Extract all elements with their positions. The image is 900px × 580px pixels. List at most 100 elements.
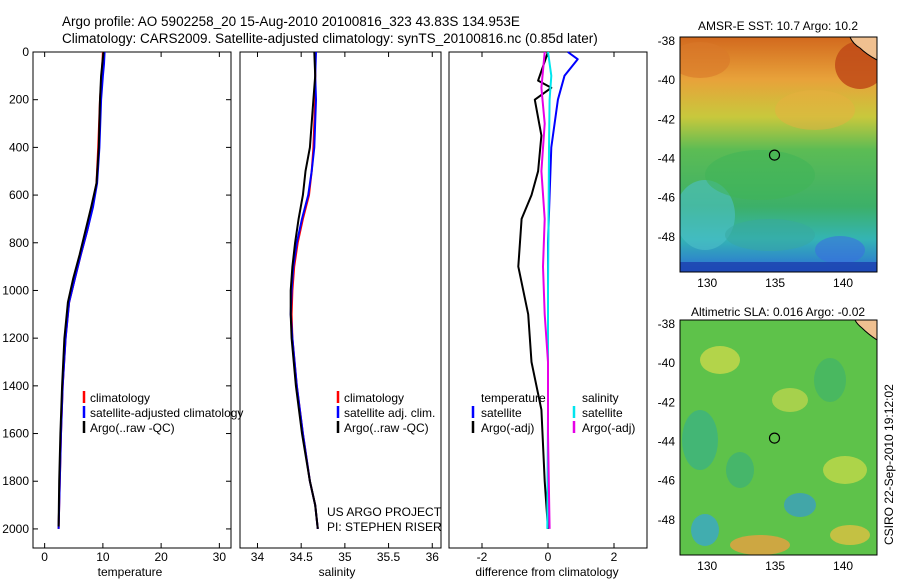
map-y-tick-label: -46 [658,474,676,488]
map-y-tick-label: -38 [658,34,676,48]
series-line-satellite-adjusted [57,51,106,529]
sst-cool-patch [680,180,735,250]
y-tick-label: 1000 [2,283,29,297]
difference-legend: temperature salinity satellite satellite… [471,391,635,435]
x-tick-label: -2 [477,550,488,564]
legend-label-argo: Argo(..raw -QC) [90,421,175,435]
series-line-climatology [290,52,319,530]
map-y-tick-label: -48 [658,230,676,244]
legend-title-salinity: salinity [582,391,619,405]
difference-xlabel: difference from climatology [475,565,618,579]
temperature-xlabel: temperature [98,565,163,579]
sla-low-patch [691,514,719,546]
map-x-tick-label: 140 [833,276,853,290]
figure-title-line2: Climatology: CARS2009. Satellite-adjuste… [62,31,598,46]
legend-title-temperature: temperature [481,391,546,405]
sla-high-patch [730,535,790,555]
series-line-climatology [57,51,104,529]
map-y-tick-label: -44 [658,434,676,448]
x-tick-label: 20 [154,550,168,564]
salinity-panel-frame [239,51,442,549]
sst-cool-patch [725,219,815,251]
sla-low-patch [726,452,754,488]
x-tick-label: 30 [213,550,227,564]
legend-label-climatology: climatology [90,391,150,405]
x-tick-label: 36 [426,550,440,564]
sst-green-patch [705,150,815,200]
series-line-argo [57,51,105,527]
sst-map-title: AMSR-E SST: 10.7 Argo: 10.2 [698,19,858,33]
figure-title-line1: Argo profile: AO 5902258_20 15-Aug-2010 … [62,14,520,29]
x-tick-label: 35.5 [377,550,401,564]
sla-high-patch [830,525,870,545]
y-tick-label: 200 [9,93,29,107]
y-tick-label: 2000 [2,522,29,536]
map-y-tick-label: -40 [658,73,676,87]
map-y-tick-label: -44 [658,151,676,165]
sla-high-patch [823,456,867,484]
legend-label-climatology: climatology [344,391,404,405]
sst-bottom-band [680,262,877,272]
y-tick-label: 1400 [2,379,29,393]
temperature-legend: climatology satellite-adjusted climatolo… [82,391,243,435]
series-line-temperature-satellite [547,51,579,529]
map-y-tick-label: -42 [658,112,676,126]
map-y-tick-label: -42 [658,395,676,409]
map-x-tick-label: 130 [697,559,717,573]
sst-warm-patch [680,42,730,78]
project-label: US ARGO PROJECT [327,505,442,519]
legend-label-temperature-satellite: satellite [481,406,522,420]
map-y-tick-label: -38 [658,317,676,331]
map-y-tick-label: -48 [658,513,676,527]
sla-land [854,320,877,341]
legend-label-satellite-adjusted: satellite adj. clim. [344,406,435,420]
map-x-tick-label: 140 [833,559,853,573]
y-tick-label: 1200 [2,331,29,345]
map-x-tick-label: 130 [697,276,717,290]
pi-label: PI: STEPHEN RISER [327,520,442,534]
sla-map-title: Altimetric SLA: 0.016 Argo: -0.02 [691,305,865,319]
map-x-tick-label: 135 [765,559,785,573]
x-tick-label: 10 [96,550,110,564]
salinity-xlabel: salinity [319,565,356,579]
sla-high-patch [700,346,740,374]
map-y-tick-label: -46 [658,191,676,205]
x-tick-label: 2 [611,550,618,564]
salinity-legend: climatology satellite adj. clim. Argo(..… [336,391,435,435]
legend-label-salinity-argo: Argo(-adj) [582,421,635,435]
sla-argo-marker [768,432,781,444]
sst-cool-patch [815,236,865,264]
y-tick-label: 1600 [2,427,29,441]
legend-label-salinity-satellite: satellite [582,406,623,420]
sst-heatmap [680,37,877,272]
y-tick-label: 400 [9,140,29,154]
sla-map-frame [679,319,878,556]
series-line-argo [289,51,319,530]
sst-land [849,37,877,61]
csiro-timestamp: CSIRO 22-Sep-2010 19:12:02 [882,384,896,545]
series-line-temperature-argo [517,51,553,529]
sla-low-patch [784,493,816,517]
sla-high-patch [772,388,808,412]
x-tick-label: 0 [545,550,552,564]
axes-layer: 0 10 20 30020040060080010001200140016001800… [2,34,853,573]
sla-low-patch [682,410,718,470]
y-tick-label: 0 [22,45,29,59]
x-tick-label: 0 [41,550,48,564]
sst-argo-marker [768,149,781,161]
legend-label-temperature-argo: Argo(-adj) [481,421,534,435]
sla-low-patch [814,358,846,402]
map-x-tick-label: 135 [765,276,785,290]
sla-heatmap [680,320,877,555]
legend-label-argo: Argo(..raw -QC) [344,421,429,435]
y-tick-label: 600 [9,188,29,202]
x-tick-label: 34.5 [289,550,313,564]
x-tick-label: 34 [251,550,265,564]
y-tick-label: 1800 [2,474,29,488]
sst-warm-patch [775,90,855,130]
series-line-salinity-argo [540,51,551,529]
y-tick-label: 800 [9,236,29,250]
series-layer [57,51,579,530]
map-y-tick-label: -40 [658,356,676,370]
